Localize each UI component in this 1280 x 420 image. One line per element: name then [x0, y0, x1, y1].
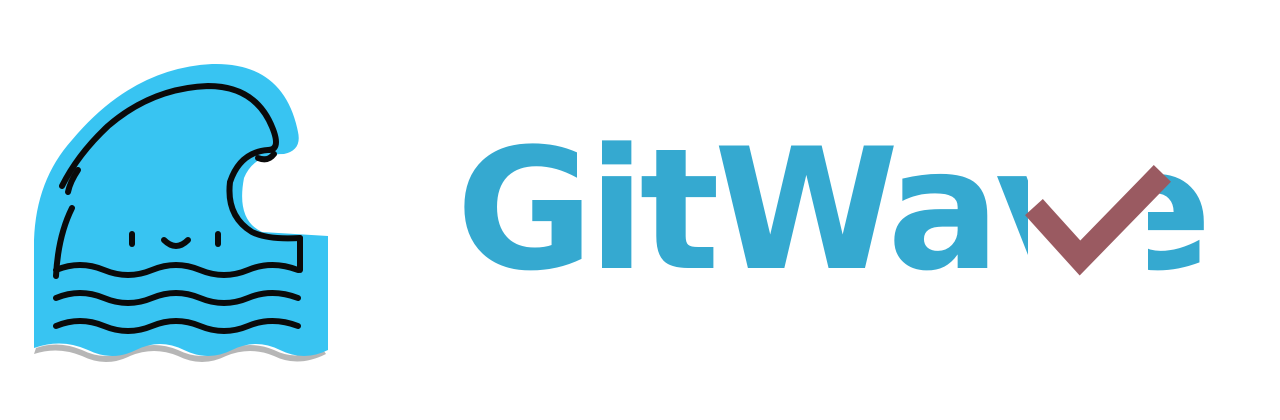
wave-mascot-icon [22, 50, 340, 370]
checkmark-icon [1025, 165, 1171, 276]
wordmark: GitWave [456, 112, 1276, 308]
